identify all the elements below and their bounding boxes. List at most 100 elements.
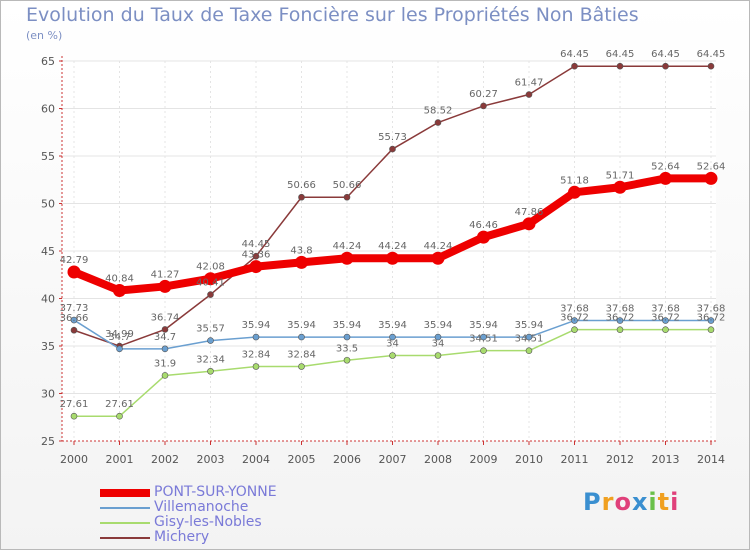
- data-point-pont-sur-yonne: [522, 217, 536, 231]
- data-point-villemanoche: [389, 333, 396, 341]
- data-label-pont-sur-yonne: 43.8: [290, 245, 312, 256]
- data-point-michery: [480, 102, 487, 110]
- data-point-villemanoche: [480, 333, 487, 341]
- data-label-michery: 64.45: [606, 49, 635, 60]
- data-label-gisy-les-nobles: 36.72: [651, 313, 680, 324]
- data-label-pont-sur-yonne: 47.86: [515, 207, 544, 218]
- data-label-gisy-les-nobles: 33.5: [336, 343, 358, 354]
- data-point-pont-sur-yonne: [386, 251, 399, 265]
- data-label-villemanoche: 35.94: [378, 320, 407, 331]
- data-label-michery: 40.41: [196, 278, 225, 289]
- data-point-michery: [707, 62, 715, 70]
- data-point-michery: [434, 119, 442, 126]
- data-point-michery: [298, 193, 305, 201]
- data-label-villemanoche: 37.68: [651, 304, 680, 315]
- data-point-pont-sur-yonne: [113, 284, 126, 298]
- data-label-michery: 36.66: [60, 313, 89, 324]
- x-tick-label: 2006: [333, 453, 361, 466]
- data-label-michery: 64.45: [560, 49, 589, 60]
- data-point-michery: [252, 252, 260, 260]
- data-point-gisy-les-nobles: [161, 372, 169, 379]
- x-tick-label: 2010: [515, 453, 543, 466]
- data-point-gisy-les-nobles: [207, 367, 214, 375]
- y-tick-label: 30: [41, 388, 55, 401]
- data-label-pont-sur-yonne: 52.64: [697, 161, 726, 172]
- data-label-michery: 44.45: [242, 239, 271, 250]
- data-label-michery: 64.45: [697, 49, 726, 60]
- data-label-michery: 34.99: [105, 329, 134, 340]
- x-tick-label: 2004: [242, 453, 270, 466]
- data-label-villemanoche: 37.68: [560, 304, 589, 315]
- x-tick-label: 2000: [60, 453, 88, 466]
- data-label-gisy-les-nobles: 34: [386, 339, 399, 350]
- data-point-pont-sur-yonne: [477, 230, 490, 244]
- data-point-gisy-les-nobles: [525, 347, 533, 354]
- data-point-gisy-les-nobles: [480, 347, 487, 354]
- data-label-pont-sur-yonne: 52.64: [651, 161, 680, 172]
- data-point-gisy-les-nobles: [343, 356, 351, 364]
- data-point-pont-sur-yonne: [204, 272, 217, 286]
- data-point-michery: [571, 62, 578, 70]
- data-point-gisy-les-nobles: [571, 326, 578, 333]
- data-label-michery: 58.52: [424, 106, 453, 117]
- data-point-gisy-les-nobles: [298, 363, 305, 370]
- data-point-gisy-les-nobles: [70, 412, 78, 420]
- data-label-villemanoche: 35.94: [515, 320, 544, 331]
- data-point-pont-sur-yonne: [340, 251, 354, 265]
- data-point-villemanoche: [571, 317, 578, 324]
- x-tick-label: 2007: [379, 453, 407, 466]
- data-point-villemanoche: [434, 333, 442, 341]
- data-label-gisy-les-nobles: 31.9: [154, 358, 176, 369]
- data-point-pont-sur-yonne: [568, 185, 581, 199]
- data-label-gisy-les-nobles: 27.61: [60, 399, 89, 410]
- data-label-gisy-les-nobles: 34.51: [515, 334, 544, 345]
- data-point-pont-sur-yonne: [659, 171, 672, 185]
- data-point-villemanoche: [298, 333, 305, 341]
- data-label-michery: 50.66: [333, 180, 362, 191]
- data-label-michery: 50.66: [287, 180, 316, 191]
- data-label-villemanoche: 37.68: [697, 304, 726, 315]
- proxiti-logo: Proxiti: [583, 488, 680, 516]
- x-tick-label: 2014: [697, 453, 725, 466]
- data-point-michery: [161, 326, 169, 333]
- data-point-villemanoche: [343, 333, 351, 341]
- x-tick-label: 2003: [197, 453, 225, 466]
- data-point-villemanoche: [525, 333, 533, 341]
- data-point-gisy-les-nobles: [116, 412, 123, 420]
- data-point-villemanoche: [116, 345, 123, 353]
- data-point-gisy-les-nobles: [389, 352, 396, 359]
- data-point-pont-sur-yonne: [295, 255, 308, 269]
- data-label-villemanoche: 35.57: [196, 324, 225, 335]
- data-label-gisy-les-nobles: 27.61: [105, 399, 134, 410]
- data-label-pont-sur-yonne: 42.79: [60, 255, 89, 266]
- data-label-pont-sur-yonne: 42.08: [196, 262, 225, 273]
- chart-title: Evolution du Taux de Taxe Foncière sur l…: [26, 4, 639, 26]
- data-label-pont-sur-yonne: 41.27: [151, 269, 180, 280]
- x-tick-label: 2005: [288, 453, 316, 466]
- data-label-michery: 55.73: [378, 132, 407, 143]
- data-point-villemanoche: [207, 337, 214, 344]
- data-label-pont-sur-yonne: 43.36: [242, 250, 271, 261]
- data-point-pont-sur-yonne: [704, 171, 718, 185]
- data-point-pont-sur-yonne: [613, 180, 627, 194]
- legend-label-gisy-les-nobles: Gisy-les-Nobles: [154, 514, 262, 530]
- data-label-villemanoche: 35.94: [424, 320, 453, 331]
- data-label-michery: 64.45: [651, 49, 680, 60]
- data-label-villemanoche: 34.7: [154, 332, 176, 343]
- data-label-villemanoche: 35.94: [469, 320, 498, 331]
- data-point-gisy-les-nobles: [434, 352, 442, 359]
- y-tick-label: 25: [41, 435, 55, 448]
- data-point-villemanoche: [707, 317, 715, 324]
- data-point-michery: [343, 193, 351, 201]
- legend-label-michery: Michery: [154, 529, 210, 545]
- x-tick-label: 2011: [561, 453, 589, 466]
- y-tick-label: 50: [41, 198, 55, 211]
- data-label-villemanoche: 34.7: [108, 332, 130, 343]
- data-point-villemanoche: [662, 317, 669, 324]
- data-point-villemanoche: [70, 316, 78, 324]
- data-label-pont-sur-yonne: 44.24: [333, 241, 362, 252]
- legend-swatch-gisy-les-nobles: [100, 522, 150, 524]
- data-point-michery: [389, 145, 396, 153]
- data-label-gisy-les-nobles: 36.72: [606, 313, 635, 324]
